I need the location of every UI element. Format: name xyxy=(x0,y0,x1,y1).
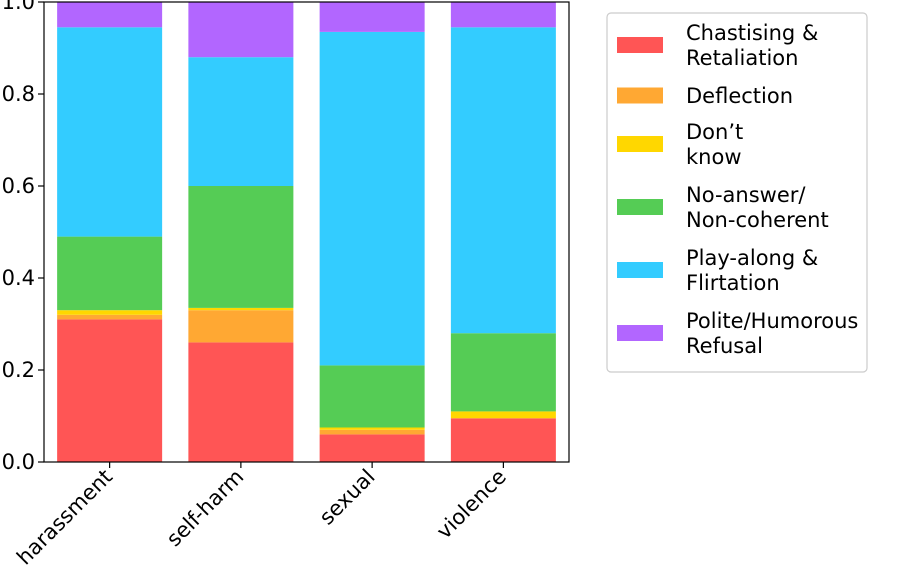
legend-box xyxy=(606,12,868,373)
y-tick-label: 0.2 xyxy=(2,358,35,382)
legend-label: Polite/Humorous xyxy=(686,309,858,333)
bar-sexual-no-answer-non-coherent xyxy=(319,365,425,428)
bar-harassment-no-answer-non-coherent xyxy=(57,236,163,311)
x-tick-label-sexual: sexual xyxy=(315,465,380,530)
bar-violence-no-answer-non-coherent xyxy=(450,333,556,412)
bar-self-harm-don-t-know xyxy=(188,307,294,311)
legend-swatch-polite-humorous-refusal xyxy=(617,325,663,341)
legend-label: Non-coherent xyxy=(686,208,829,232)
legend-label: Flirtation xyxy=(686,271,780,295)
bar-self-harm-polite-humorous-refusal xyxy=(188,2,294,58)
bar-sexual-polite-humorous-refusal xyxy=(319,2,425,32)
x-tick-label-violence: violence xyxy=(432,465,511,544)
bar-violence-polite-humorous-refusal xyxy=(450,2,556,28)
bar-self-harm-play-along-flirtation xyxy=(188,57,294,187)
bar-harassment-play-along-flirtation xyxy=(57,27,163,237)
bar-violence-don-t-know xyxy=(450,411,556,419)
bars-layer xyxy=(57,2,556,462)
legend-label: Deflection xyxy=(686,84,793,108)
y-axis: 0.0 0.2 0.4 0.6 0.8 1.0 xyxy=(2,0,44,474)
y-tick-label: 0.8 xyxy=(2,82,35,106)
bar-sexual-play-along-flirtation xyxy=(319,31,425,366)
bar-harassment-polite-humorous-refusal xyxy=(57,2,163,28)
y-tick-label: 0.6 xyxy=(2,174,35,198)
legend-swatch-no-answer-non-coherent xyxy=(617,199,663,215)
legend-label: Chastising & xyxy=(686,21,818,45)
legend-swatch-don-t-know xyxy=(617,136,663,152)
bar-self-harm-no-answer-non-coherent xyxy=(188,186,294,308)
x-tick-label-self-harm: self-harm xyxy=(162,465,249,552)
x-axis: harassment self-harm sexual violence xyxy=(12,462,511,570)
y-tick-label: 0.0 xyxy=(2,450,35,474)
legend-label: Refusal xyxy=(686,334,763,358)
legend-label: Retaliation xyxy=(686,46,798,70)
bar-sexual-deflection xyxy=(319,429,425,435)
bar-self-harm-chastising-retaliation xyxy=(188,342,294,462)
legend-label: No-answer/ xyxy=(686,183,806,207)
legend-label: Don’t xyxy=(686,120,743,144)
bar-sexual-don-t-know xyxy=(319,427,425,430)
bar-self-harm-deflection xyxy=(188,310,294,343)
legend: Chastising &Retaliation Deflection Don’tkn… xyxy=(606,12,868,373)
y-tick-label: 0.4 xyxy=(2,266,35,290)
bar-sexual-chastising-retaliation xyxy=(319,434,425,462)
bar-violence-play-along-flirtation xyxy=(450,27,556,334)
legend-swatch-chastising-retaliation xyxy=(617,37,663,53)
bar-harassment-don-t-know xyxy=(57,310,163,315)
legend-label: know xyxy=(686,145,742,169)
bar-harassment-deflection xyxy=(57,314,163,320)
bar-violence-chastising-retaliation xyxy=(450,418,556,462)
bar-harassment-chastising-retaliation xyxy=(57,319,163,462)
legend-swatch-play-along-flirtation xyxy=(617,262,663,278)
plot-frame xyxy=(43,1,570,463)
y-tick-label: 1.0 xyxy=(2,0,35,14)
legend-label: Play-along & xyxy=(686,246,818,270)
legend-swatch-deflection xyxy=(617,87,663,104)
x-tick-label-harassment: harassment xyxy=(12,465,117,570)
